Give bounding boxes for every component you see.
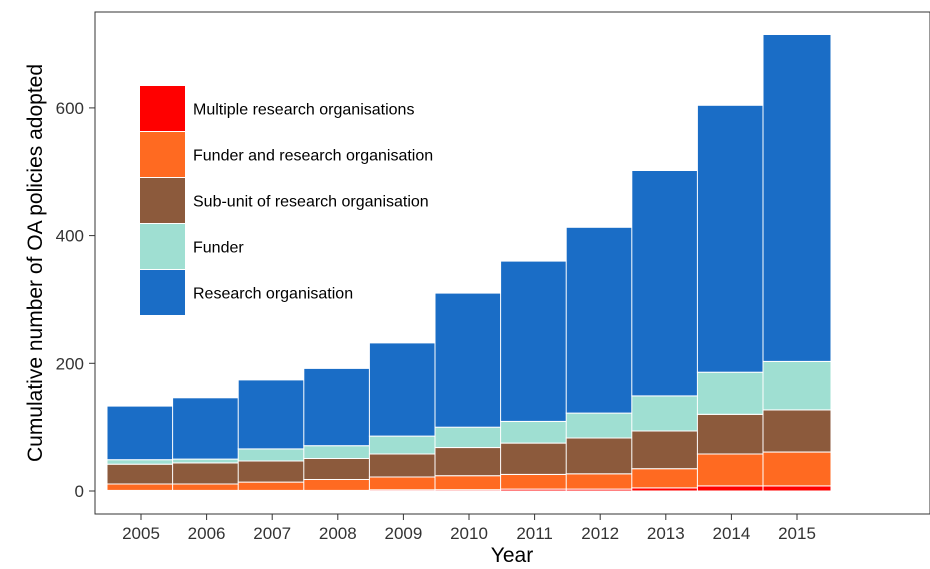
bar-segment-2007-series-2 bbox=[237, 460, 307, 483]
legend-label-2: Sub-unit of research organisation bbox=[193, 194, 429, 211]
bar-segment-2009-series-3 bbox=[368, 435, 438, 455]
bar-segment-2012-series-3 bbox=[565, 412, 635, 439]
x-tick-label: 2009 bbox=[384, 524, 422, 543]
x-axis: 2005 2006 2007 2008 2009 2010 2011 2012 2013 2014… bbox=[122, 514, 816, 543]
bar-segment-2006-series-4 bbox=[172, 397, 242, 460]
x-tick-label: 2007 bbox=[253, 524, 291, 543]
y-tick-label: 0 bbox=[75, 482, 84, 501]
x-tick-label: 2005 bbox=[122, 524, 160, 543]
bar-segment-2014-series-0 bbox=[696, 485, 766, 492]
bar-segment-2012-series-4 bbox=[565, 226, 635, 414]
bar-segment-2007-series-3 bbox=[237, 448, 307, 462]
x-tick-label: 2012 bbox=[581, 524, 619, 543]
bar-segment-2005-series-4 bbox=[106, 405, 176, 461]
bar-segment-2008-series-3 bbox=[303, 445, 373, 460]
legend-label-3: Funder bbox=[193, 240, 244, 257]
bar-segment-2009-series-2 bbox=[368, 453, 438, 478]
bar-segment-2010-series-1 bbox=[434, 475, 504, 491]
legend: Multiple research organisations Funder an… bbox=[140, 86, 433, 315]
bar-segment-2010-series-2 bbox=[434, 447, 504, 477]
bar-segment-2014-series-1 bbox=[696, 453, 766, 487]
legend-label-0: Multiple research organisations bbox=[193, 102, 414, 119]
legend-key-1 bbox=[140, 132, 185, 177]
bar-segment-2013-series-1 bbox=[631, 468, 701, 489]
bar-segment-2005-series-1 bbox=[106, 483, 176, 491]
bar-segment-2008-series-4 bbox=[303, 367, 373, 447]
x-tick-label: 2013 bbox=[647, 524, 685, 543]
bar-segment-2015-series-2 bbox=[762, 409, 832, 453]
bar-segment-2011-series-4 bbox=[500, 260, 570, 422]
legend-label-1: Funder and research organisation bbox=[193, 148, 433, 165]
legend-key-2 bbox=[140, 178, 185, 223]
legend-label-4: Research organisation bbox=[193, 286, 353, 303]
x-tick-label: 2006 bbox=[188, 524, 226, 543]
y-tick-label: 600 bbox=[56, 99, 84, 118]
bar-segment-2013-series-2 bbox=[631, 430, 701, 470]
bar-segment-2013-series-3 bbox=[631, 395, 701, 432]
y-tick-label: 200 bbox=[56, 354, 84, 373]
bar-segment-2012-series-2 bbox=[565, 437, 635, 475]
bars-layer bbox=[106, 34, 832, 492]
bar-segment-2008-series-2 bbox=[303, 457, 373, 480]
x-tick-label: 2011 bbox=[516, 524, 553, 543]
bar-segment-2010-series-3 bbox=[434, 426, 504, 449]
bar-segment-2012-series-1 bbox=[565, 473, 635, 490]
bar-segment-2011-series-3 bbox=[500, 420, 570, 444]
bar-segment-2006-series-3 bbox=[172, 458, 242, 464]
y-axis-title: Cumulative number of OA policies adopted bbox=[24, 64, 47, 462]
bar-segment-2011-series-2 bbox=[500, 442, 570, 475]
bar-segment-2014-series-2 bbox=[696, 413, 766, 455]
bar-segment-2005-series-2 bbox=[106, 463, 176, 485]
x-tick-label: 2010 bbox=[450, 524, 488, 543]
bar-segment-2008-series-1 bbox=[303, 479, 373, 491]
bar-segment-2015-series-1 bbox=[762, 451, 832, 487]
bar-segment-2009-series-4 bbox=[368, 342, 438, 437]
y-axis: 0 200 400 600 bbox=[56, 99, 95, 501]
x-tick-label: 2008 bbox=[319, 524, 357, 543]
x-tick-label: 2014 bbox=[712, 524, 750, 543]
bar-segment-2007-series-1 bbox=[237, 481, 307, 491]
x-axis-title: Year bbox=[491, 544, 533, 567]
bar-segment-2014-series-3 bbox=[696, 371, 766, 415]
legend-key-4 bbox=[140, 270, 185, 315]
bar-segment-2014-series-4 bbox=[696, 104, 766, 373]
bar-segment-2015-series-3 bbox=[762, 360, 832, 411]
bar-segment-2015-series-0 bbox=[762, 485, 832, 492]
x-tick-label: 2015 bbox=[778, 524, 816, 543]
bar-segment-2006-series-1 bbox=[172, 483, 242, 491]
bar-segment-2011-series-1 bbox=[500, 473, 570, 490]
legend-key-0 bbox=[140, 86, 185, 131]
bar-segment-2009-series-1 bbox=[368, 476, 438, 491]
bar-segment-2007-series-4 bbox=[237, 379, 307, 450]
bar-segment-2010-series-4 bbox=[434, 292, 504, 428]
plot-panel-border bbox=[94, 11, 930, 515]
bar-segment-2015-series-4 bbox=[762, 34, 832, 362]
bar-segment-2005-series-3 bbox=[106, 459, 176, 465]
bar-segment-2013-series-4 bbox=[631, 170, 701, 397]
bar-segment-2006-series-2 bbox=[172, 462, 242, 485]
legend-key-3 bbox=[140, 224, 185, 269]
y-tick-label: 400 bbox=[56, 227, 84, 246]
